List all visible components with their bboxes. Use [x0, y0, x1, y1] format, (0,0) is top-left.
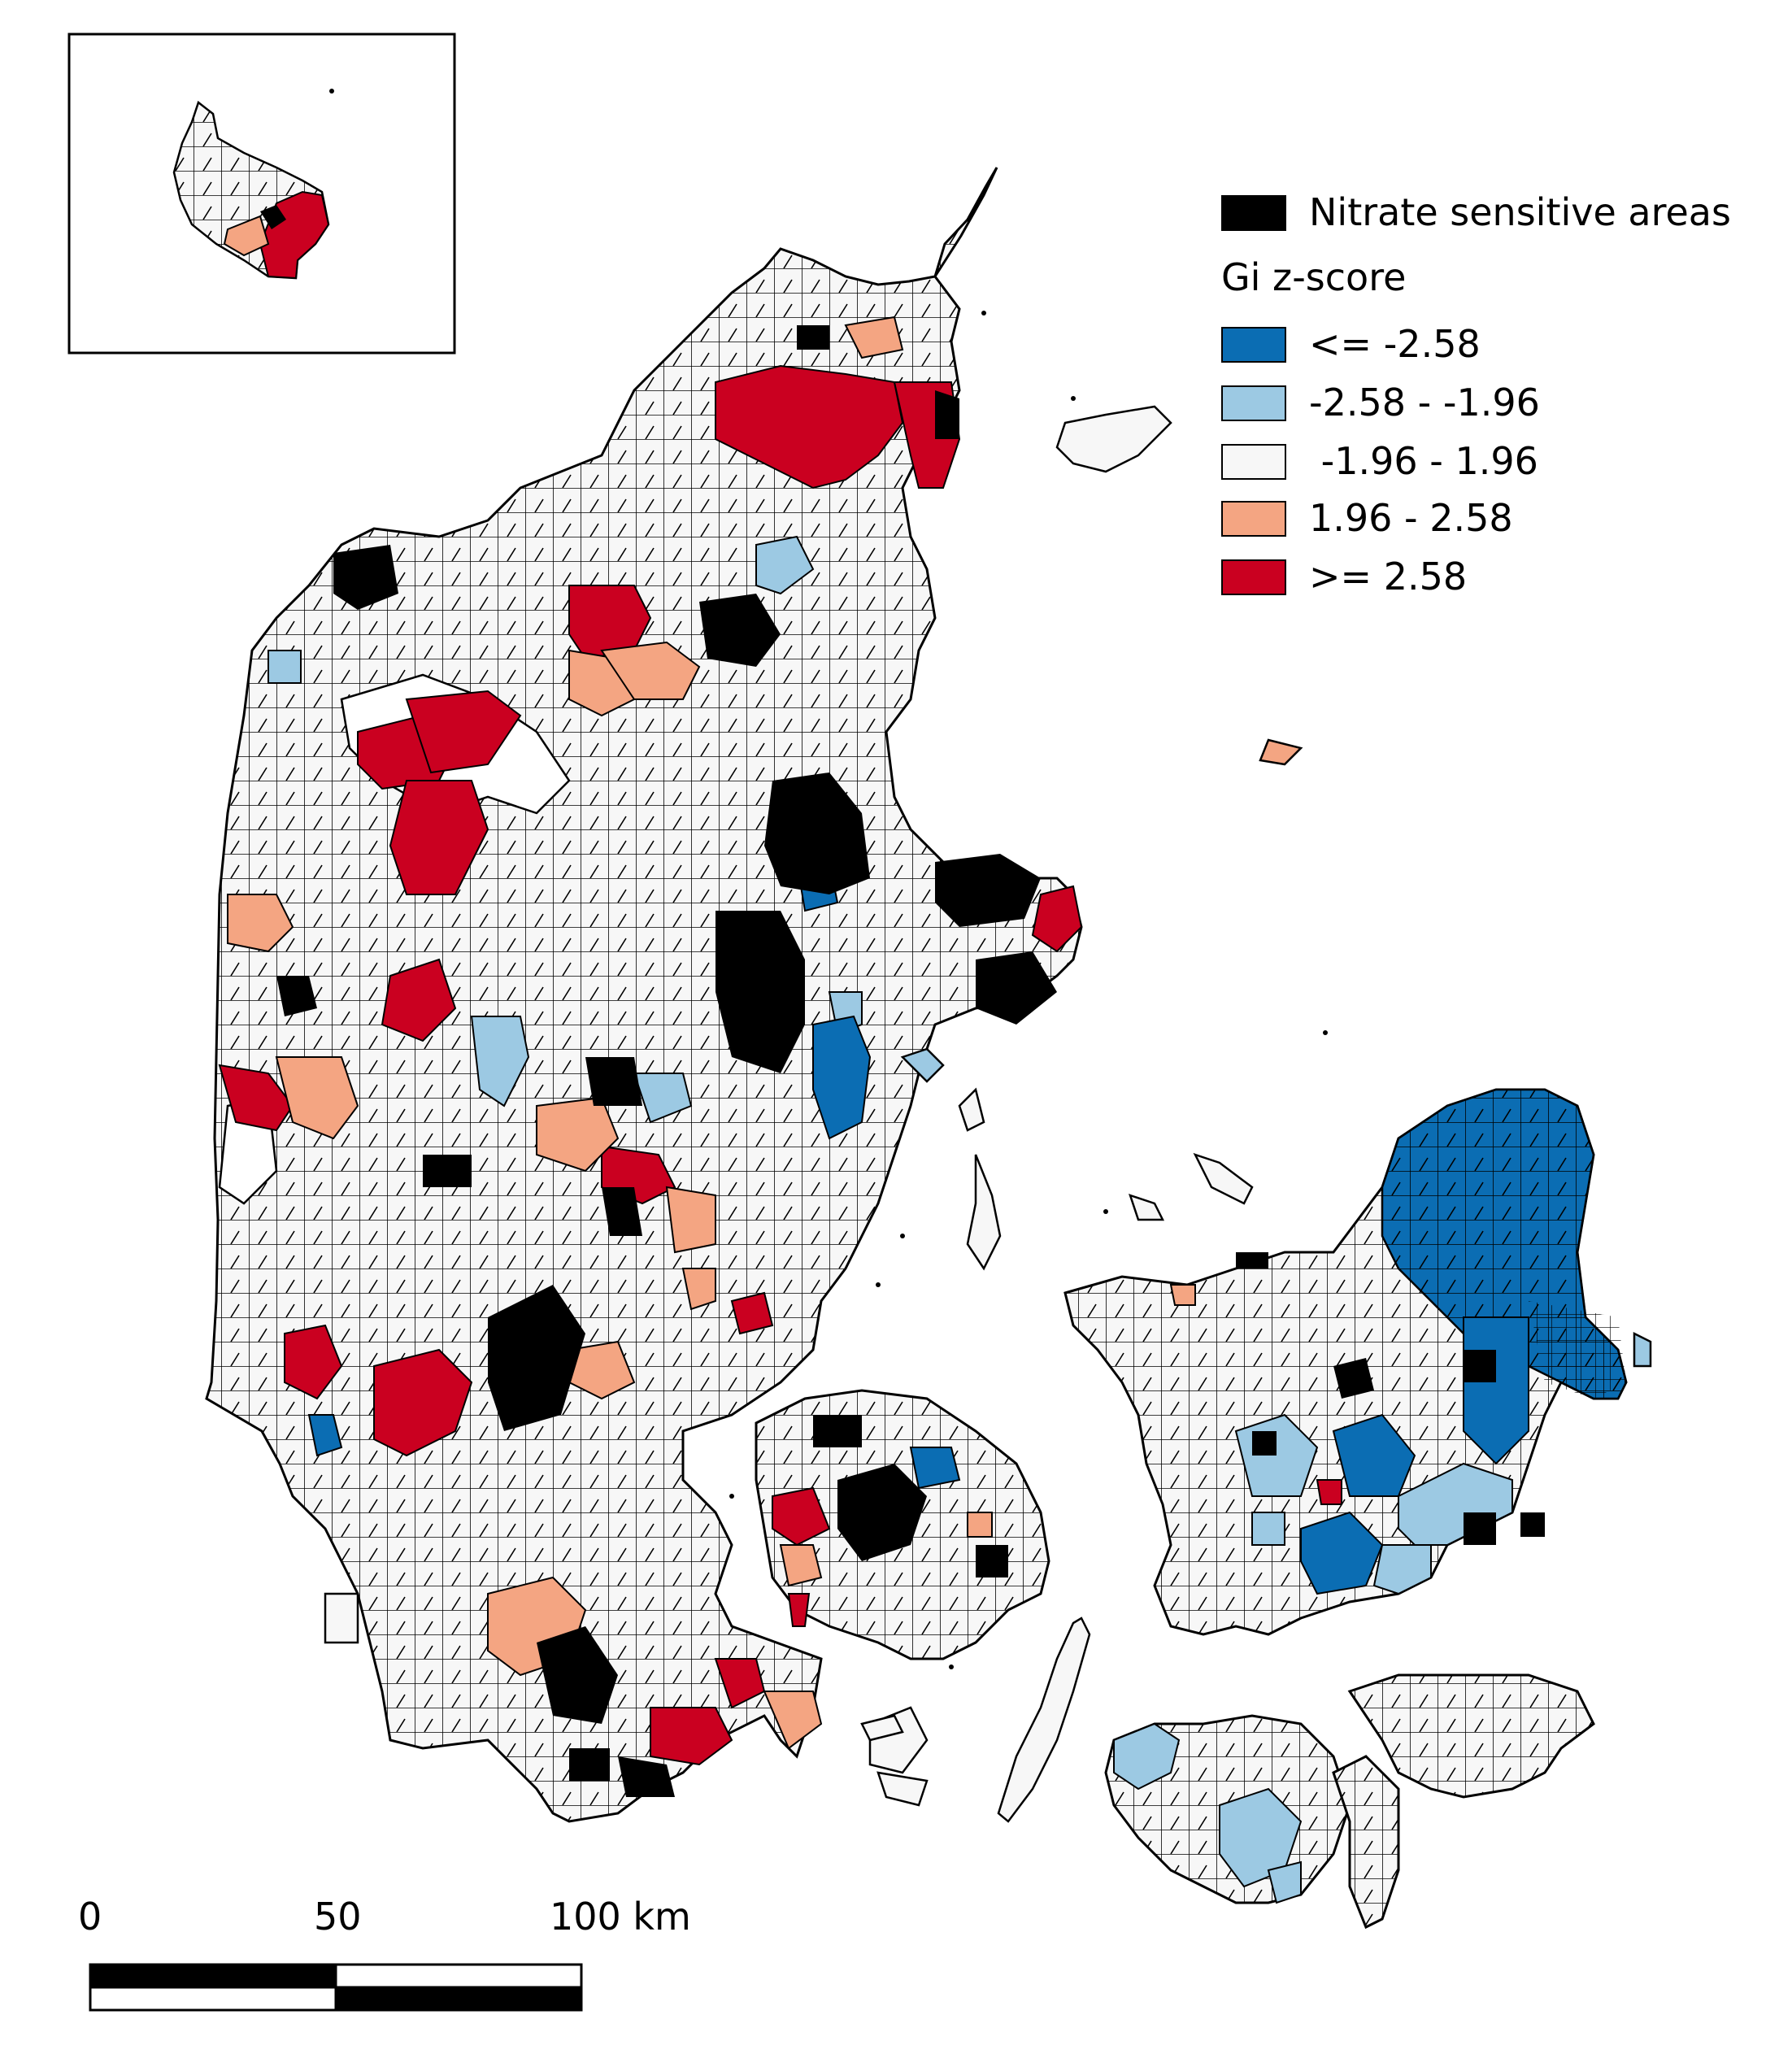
legend-class-swatch-2: [1221, 444, 1286, 480]
scale-label-100km: 100 km: [550, 1895, 691, 1939]
funen: [755, 1389, 1050, 1660]
als-island: [868, 1706, 929, 1774]
scale-bar: [89, 1963, 583, 2012]
langeland-island: [997, 1617, 1091, 1823]
legend-class-swatch-0: [1221, 327, 1286, 363]
bornholm-island: [172, 100, 330, 280]
legend-class-label-2: -1.96 - 1.96: [1309, 439, 1538, 483]
legend-gi-title: Gi z-score: [1221, 255, 1407, 299]
legend-class-swatch-1: [1221, 385, 1286, 421]
jutland: [205, 167, 1083, 1823]
legend-class-label-1: -2.58 - -1.96: [1309, 381, 1540, 424]
small-islands: [324, 405, 1652, 1807]
zealand: [1063, 1088, 1628, 1636]
tiny-islets: [729, 311, 1328, 1669]
legend-nitrate-label: Nitrate sensitive areas: [1309, 190, 1731, 234]
legend-class-label-4: >= 2.58: [1309, 555, 1468, 598]
legend-class-swatch-3: [1221, 501, 1286, 537]
legend-class-label-3: 1.96 - 2.58: [1309, 496, 1513, 540]
legend-class-swatch-4: [1221, 559, 1286, 595]
scale-label-0: 0: [78, 1895, 102, 1939]
legend-class-label-0: <= -2.58: [1309, 322, 1481, 366]
lolland-falster: [1104, 1673, 1595, 1930]
scale-label-50: 50: [314, 1895, 362, 1939]
legend-nitrate-swatch: [1221, 195, 1286, 231]
